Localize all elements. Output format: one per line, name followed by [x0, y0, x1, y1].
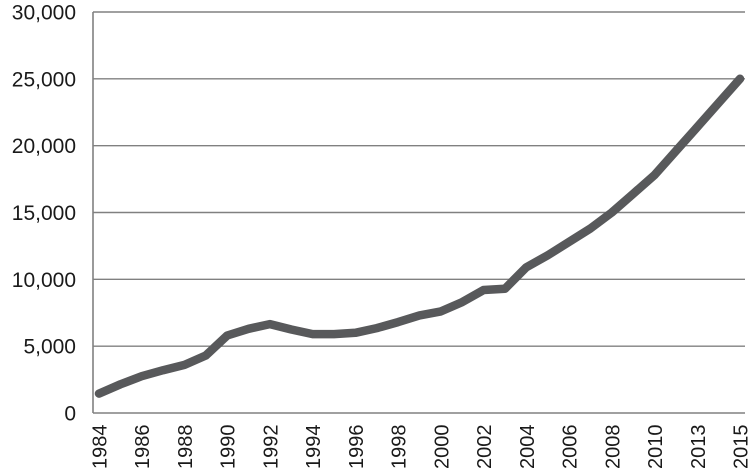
- y-axis-tick-label: 25,000: [12, 68, 76, 91]
- y-axis-tick-label: 30,000: [12, 2, 76, 25]
- x-axis-tick-label: 1988: [175, 425, 197, 470]
- x-axis-tick-label: 2010: [645, 425, 667, 470]
- y-axis-tick-label: 0: [64, 403, 76, 426]
- x-axis-tick-label: 2013: [688, 425, 710, 470]
- x-axis-tick-label: 1992: [260, 425, 282, 470]
- x-axis-tick-label: 1996: [346, 425, 368, 470]
- x-axis-tick-label: 1984: [90, 425, 112, 470]
- x-axis-tick-label: 2004: [517, 425, 539, 470]
- x-axis-tick-label: 2008: [602, 425, 624, 470]
- x-axis-tick-label: 2002: [474, 425, 496, 469]
- y-axis-tick-label: 10,000: [12, 269, 76, 292]
- x-axis-tick-label: 1994: [303, 425, 325, 470]
- y-axis-tick-label: 5,000: [23, 336, 76, 359]
- x-axis-tick-label: 1986: [132, 425, 154, 470]
- y-axis-tick-label: 20,000: [12, 135, 76, 158]
- x-axis-tick-label: 2015: [731, 425, 750, 470]
- x-axis-tick-label: 2000: [431, 425, 453, 470]
- x-axis-tick-label: 1998: [389, 425, 411, 470]
- y-axis-tick-label: 15,000: [12, 202, 76, 225]
- x-axis-tick-label: 1990: [218, 425, 240, 470]
- data-series-line: [94, 74, 745, 398]
- x-axis-tick-label: 2006: [560, 425, 582, 470]
